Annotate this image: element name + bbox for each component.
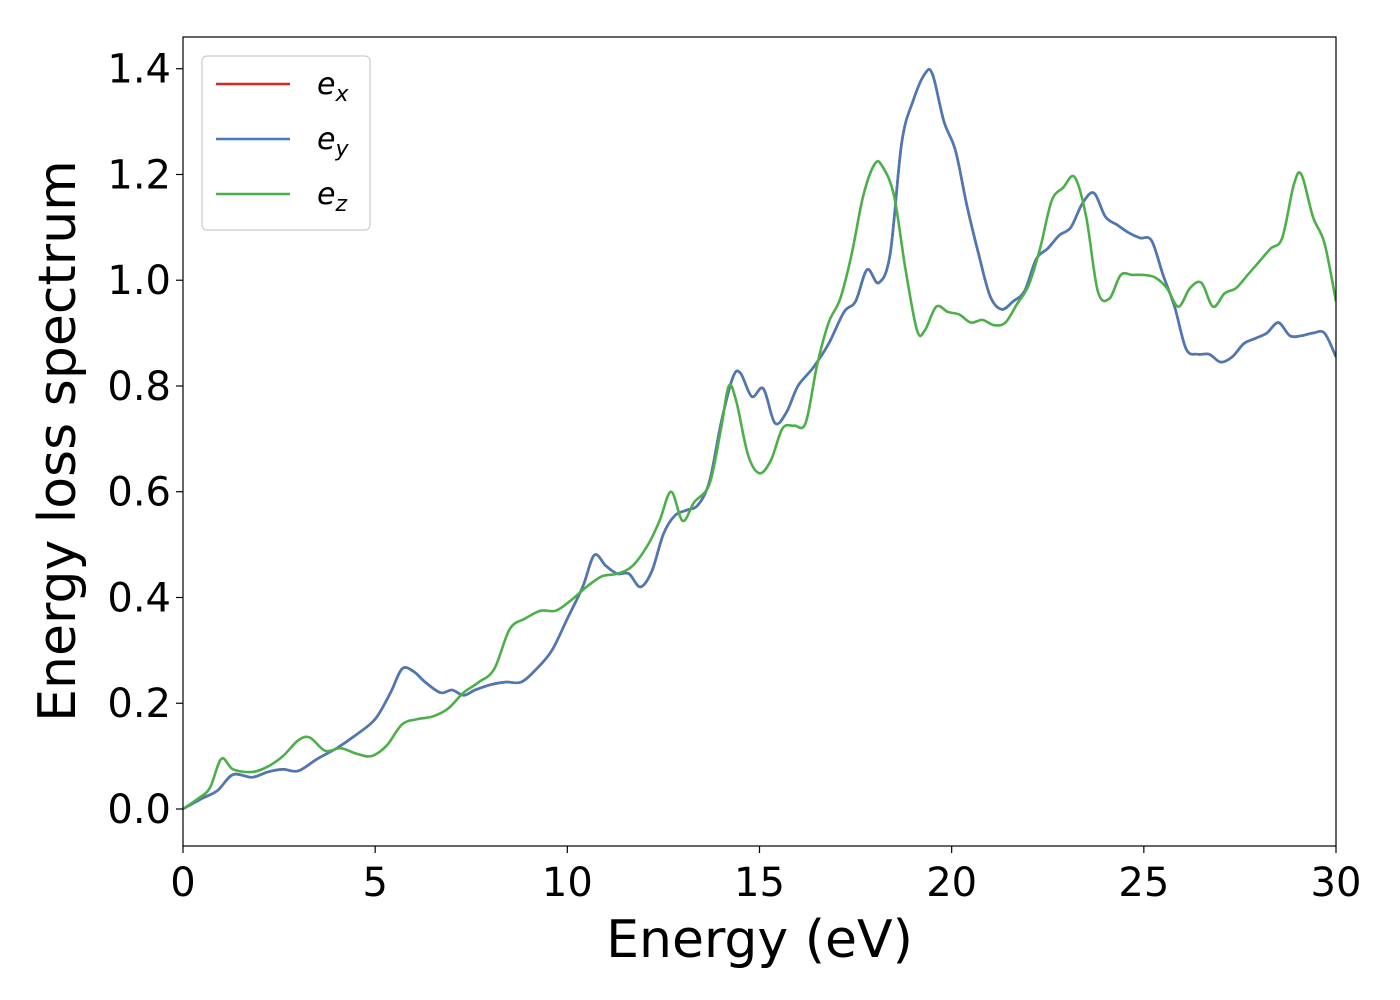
x-axis: 0 5 10 15 20 25 30 <box>170 846 1361 906</box>
legend-label: ex <box>317 67 349 107</box>
y-axis: 0.0 0.2 0.4 0.6 0.8 1.0 1.2 1.4 <box>107 47 183 833</box>
legend-box <box>201 55 371 231</box>
series-line-e-z <box>183 159 1336 811</box>
legend: ex ey ez <box>201 55 371 231</box>
y-tick-label: 1.4 <box>107 47 171 93</box>
x-tick-label: 30 <box>1311 860 1362 906</box>
y-tick-label: 0.2 <box>107 681 171 727</box>
series-line-e-y <box>183 68 1336 811</box>
x-tick-label: 5 <box>362 860 387 906</box>
y-tick-label: 0.8 <box>107 364 171 410</box>
x-tick-label: 15 <box>734 860 785 906</box>
x-axis-title: Energy (eV) <box>606 910 913 970</box>
legend-label: ez <box>317 177 347 217</box>
y-axis-title: Energy loss spectrum <box>28 160 88 722</box>
y-tick-label: 1.2 <box>107 152 171 198</box>
x-tick-label: 10 <box>542 860 593 906</box>
y-tick-label: 0.6 <box>107 470 171 516</box>
x-tick-label: 20 <box>926 860 977 906</box>
x-tick-label: 25 <box>1118 860 1169 906</box>
y-tick-label: 0.0 <box>107 787 171 833</box>
x-tick-label: 0 <box>170 860 195 906</box>
y-tick-label: 0.4 <box>107 575 171 621</box>
series-layer <box>183 68 1336 811</box>
y-tick-label: 1.0 <box>107 258 171 304</box>
legend-label: ey <box>317 122 349 162</box>
